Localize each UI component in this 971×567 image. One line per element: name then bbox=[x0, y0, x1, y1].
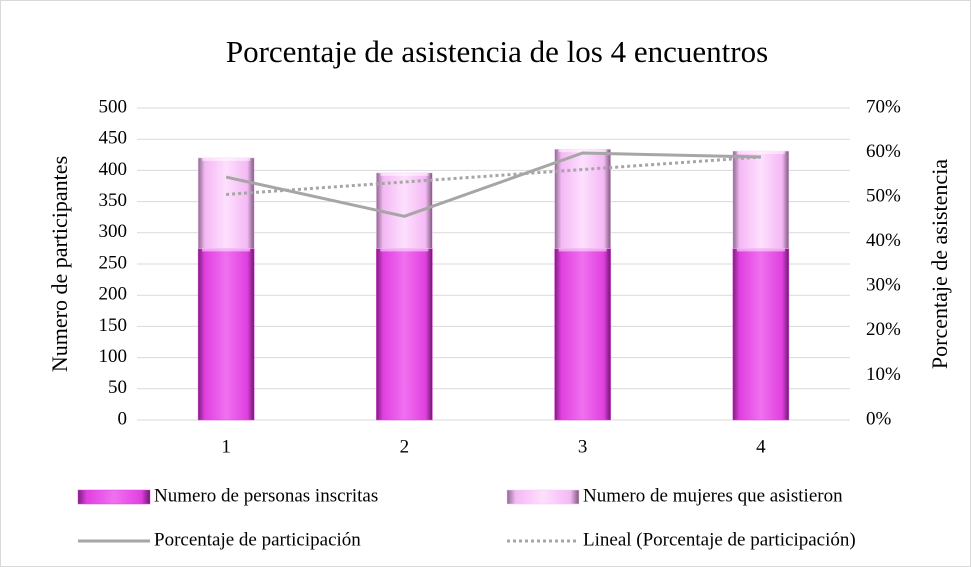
x-tick-label: 4 bbox=[756, 436, 766, 457]
x-tick-label: 1 bbox=[221, 436, 231, 457]
y2-tick-label: 50% bbox=[866, 186, 901, 207]
y-tick-label: 150 bbox=[99, 315, 128, 336]
y2-tick-label: 20% bbox=[866, 319, 901, 340]
x-tick-label: 3 bbox=[578, 436, 588, 457]
x-tick-label: 2 bbox=[400, 436, 410, 457]
y-tick-label: 300 bbox=[99, 221, 128, 242]
bar bbox=[197, 157, 255, 249]
legend-label: Lineal (Porcentaje de participación) bbox=[583, 529, 856, 550]
bar-bevel bbox=[736, 248, 785, 252]
y2-tick-label: 60% bbox=[866, 141, 901, 162]
bar-bevel bbox=[380, 172, 429, 176]
legend-label: Numero de mujeres que asistieron bbox=[583, 485, 843, 506]
y-tick-label: 400 bbox=[99, 159, 128, 180]
chart-title: Porcentaje de asistencia de los 4 encuen… bbox=[226, 34, 768, 69]
bar bbox=[197, 248, 255, 421]
bar-bevel bbox=[202, 248, 251, 252]
y-tick-label: 0 bbox=[118, 408, 128, 429]
y2-tick-label: 70% bbox=[866, 96, 901, 117]
bar bbox=[732, 150, 790, 249]
y-tick-label: 200 bbox=[99, 284, 128, 305]
y-tick-label: 250 bbox=[99, 252, 128, 273]
y-tick-label: 50 bbox=[108, 377, 127, 398]
legend-swatch bbox=[506, 489, 580, 505]
bar bbox=[732, 248, 790, 421]
y-tick-label: 350 bbox=[99, 190, 128, 211]
bar-bevel bbox=[558, 248, 607, 252]
bar-bevel bbox=[736, 151, 785, 155]
bar bbox=[554, 248, 611, 421]
line bbox=[225, 151, 761, 218]
bar-bevel bbox=[380, 248, 429, 252]
y2-tick-label: 0% bbox=[866, 408, 892, 429]
bar bbox=[554, 148, 611, 249]
bar bbox=[376, 248, 433, 421]
trend-line bbox=[226, 155, 761, 196]
y-tick-label: 450 bbox=[99, 128, 128, 149]
y2-tick-label: 40% bbox=[866, 230, 901, 251]
legend-label: Porcentaje de participación bbox=[154, 529, 361, 550]
bar-bevel bbox=[558, 149, 607, 153]
y-tick-label: 100 bbox=[99, 346, 128, 367]
y2-axis-title: Porcentaje de asistencia bbox=[927, 159, 952, 369]
y2-tick-label: 10% bbox=[866, 364, 901, 385]
bar-bevel bbox=[202, 157, 251, 161]
y-axis-title: Numero de participantes bbox=[47, 156, 72, 372]
legend-swatch bbox=[77, 489, 151, 505]
y2-tick-label: 30% bbox=[866, 275, 901, 296]
legend-label: Numero de personas inscritas bbox=[154, 485, 378, 506]
y-tick-label: 500 bbox=[99, 96, 128, 117]
